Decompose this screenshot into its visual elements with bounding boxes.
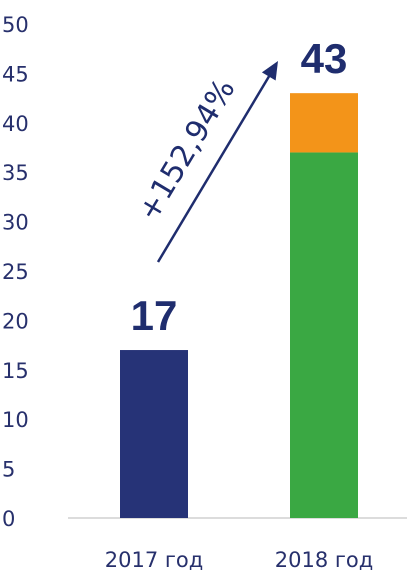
- x-axis: 2017 год 2018 год: [105, 548, 374, 572]
- x-tick-label: 2017 год: [105, 548, 204, 572]
- y-tick-label: 5: [2, 458, 15, 482]
- y-tick-label: 50: [2, 13, 29, 37]
- y-tick-label: 25: [2, 260, 29, 284]
- growth-arrow-line: [156, 67, 276, 263]
- x-tick-label: 2018 год: [275, 548, 374, 572]
- y-tick-label: 15: [2, 359, 29, 383]
- data-label: 17: [131, 292, 178, 339]
- data-label: 43: [301, 35, 348, 82]
- bar-segment: [120, 350, 188, 518]
- bar-segment: [290, 152, 358, 518]
- y-tick-label: 40: [2, 112, 29, 136]
- bars: [120, 93, 358, 518]
- y-tick-label: 35: [2, 161, 29, 185]
- y-axis: 0 5 10 15 20 25 30 35 40 45 50: [2, 13, 29, 531]
- y-tick-label: 20: [2, 309, 29, 333]
- arrow-head: [261, 61, 278, 81]
- y-tick-label: 0: [2, 507, 15, 531]
- y-tick-label: 30: [2, 211, 29, 235]
- y-tick-label: 45: [2, 62, 29, 86]
- bar-segment: [290, 93, 358, 153]
- y-tick-label: 10: [2, 408, 29, 432]
- growth-annotation: +152,94%: [131, 61, 278, 263]
